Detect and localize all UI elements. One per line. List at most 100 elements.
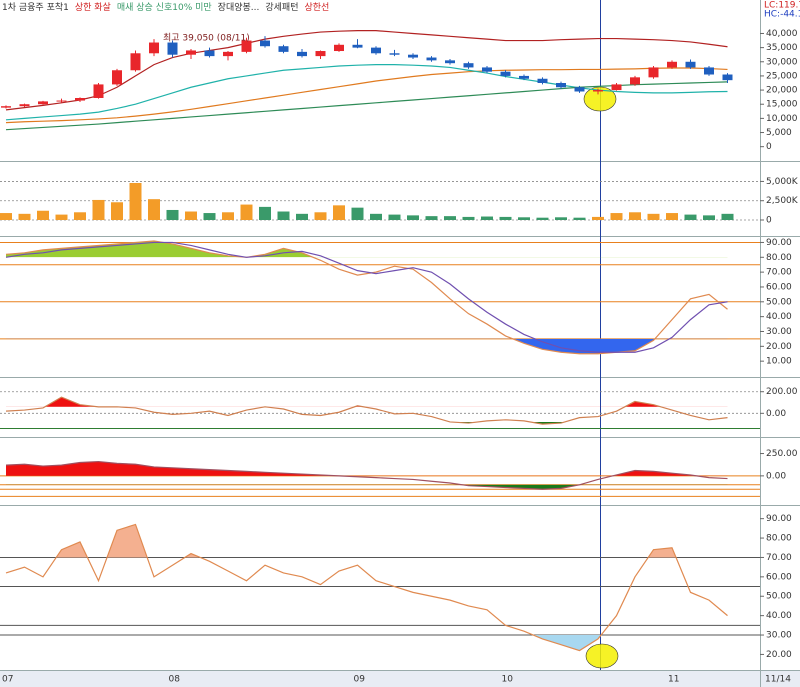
bar	[92, 199, 105, 220]
y-tick-label: 200.00	[766, 387, 798, 397]
bar	[666, 213, 678, 220]
legend-entry: 상한선	[304, 3, 330, 13]
candle-body	[704, 67, 714, 75]
bar	[222, 212, 234, 220]
bar	[610, 213, 623, 220]
candle-body	[56, 100, 67, 102]
hc-label: HC:-44.17	[764, 10, 800, 20]
candle-body	[112, 70, 122, 85]
highlight	[583, 86, 617, 112]
candle-body	[1, 106, 11, 108]
y-tick-label: 50.00	[766, 297, 792, 307]
candle-body	[630, 77, 640, 85]
bar	[37, 210, 49, 220]
candle-body	[19, 104, 30, 107]
y-tick-label: 20,000	[766, 86, 798, 96]
candle-body	[278, 46, 289, 52]
candle-body	[297, 51, 307, 57]
bar	[18, 213, 31, 220]
bar	[407, 215, 419, 220]
candle-body	[685, 61, 696, 68]
bar	[129, 182, 142, 220]
y-tick-label: 80.00	[766, 534, 792, 544]
bar	[0, 213, 12, 220]
threshold-fill	[6, 461, 728, 476]
y-tick-label: 70.00	[766, 268, 792, 278]
series-line	[5, 396, 728, 425]
y-tick-label: 40,000	[766, 29, 798, 39]
candle-body	[445, 60, 455, 64]
threshold-fill	[533, 635, 602, 651]
threshold-fill	[44, 397, 661, 407]
series-line	[5, 64, 728, 121]
y-tick-label: 2,500K	[766, 196, 799, 206]
x-axis-bar	[0, 670, 800, 687]
y-tick-label: 30,000	[766, 57, 798, 67]
candle-body	[482, 67, 492, 72]
y-tick-label: 60.00	[766, 572, 792, 582]
bar	[370, 213, 382, 220]
candle-body	[611, 84, 622, 91]
series-line	[5, 30, 728, 111]
legend: 1차 금융주 포착1 상한 화살 매새 상승 신호10% 미만 장대양봉... 강세패턴…	[2, 0, 335, 13]
bar	[351, 207, 364, 220]
bar	[240, 204, 253, 220]
y-tick-label: 50.00	[766, 592, 792, 602]
series-line	[5, 523, 728, 652]
bar	[111, 202, 123, 220]
candle-body	[593, 90, 603, 92]
y-tick-label: 40.00	[766, 611, 792, 621]
x-tick-label: 07	[2, 675, 13, 685]
bar	[592, 216, 604, 220]
bar	[296, 213, 308, 220]
y-tick-label: 10,000	[766, 114, 798, 124]
candle-body	[500, 71, 511, 76]
candle-body	[260, 40, 270, 47]
candle-body	[93, 84, 104, 98]
bar	[444, 216, 456, 220]
y-tick-label: 90.00	[766, 238, 792, 248]
lc-label: LC:119.76	[764, 1, 800, 11]
candle-body	[38, 101, 48, 105]
candle-body	[537, 78, 548, 83]
bar	[333, 205, 345, 220]
series-line	[5, 240, 728, 355]
candle-body	[574, 87, 585, 92]
candle-body	[722, 74, 733, 81]
legend-entry: 상한 화살	[74, 3, 111, 13]
bar	[425, 216, 438, 220]
series-line	[5, 460, 728, 490]
candle-body	[315, 51, 326, 57]
candle-body	[648, 67, 659, 78]
y-tick-label: 25,000	[766, 71, 798, 81]
y-tick-label: 40.00	[766, 312, 792, 322]
bar	[499, 216, 512, 220]
legend-entry: 매새 상승 신호10% 미만	[116, 3, 212, 13]
bar	[314, 212, 327, 220]
y-tick-label: 90.00	[766, 514, 792, 524]
candle-body	[75, 98, 85, 101]
y-tick-label: 250.00	[766, 449, 798, 459]
x-tick-label: 09	[354, 675, 366, 685]
candle-body	[426, 57, 437, 61]
bar	[55, 214, 68, 220]
bar	[166, 209, 179, 220]
candle-body	[463, 63, 474, 68]
candle-body	[167, 42, 178, 55]
candle-body	[519, 75, 529, 79]
candle-body	[371, 47, 381, 54]
bar	[259, 206, 271, 220]
threshold-fill	[512, 338, 655, 354]
threshold-fill	[6, 240, 728, 258]
bar	[629, 212, 641, 220]
legend-entry: 장대양봉...	[217, 3, 260, 13]
bar	[462, 216, 475, 220]
y-tick-label: 0.00	[766, 409, 786, 419]
y-tick-label: 70.00	[766, 553, 792, 563]
bar	[721, 213, 734, 220]
y-tick-label: 10.00	[766, 357, 792, 367]
candle-body	[352, 44, 363, 48]
y-tick-label: 15,000	[766, 100, 798, 110]
